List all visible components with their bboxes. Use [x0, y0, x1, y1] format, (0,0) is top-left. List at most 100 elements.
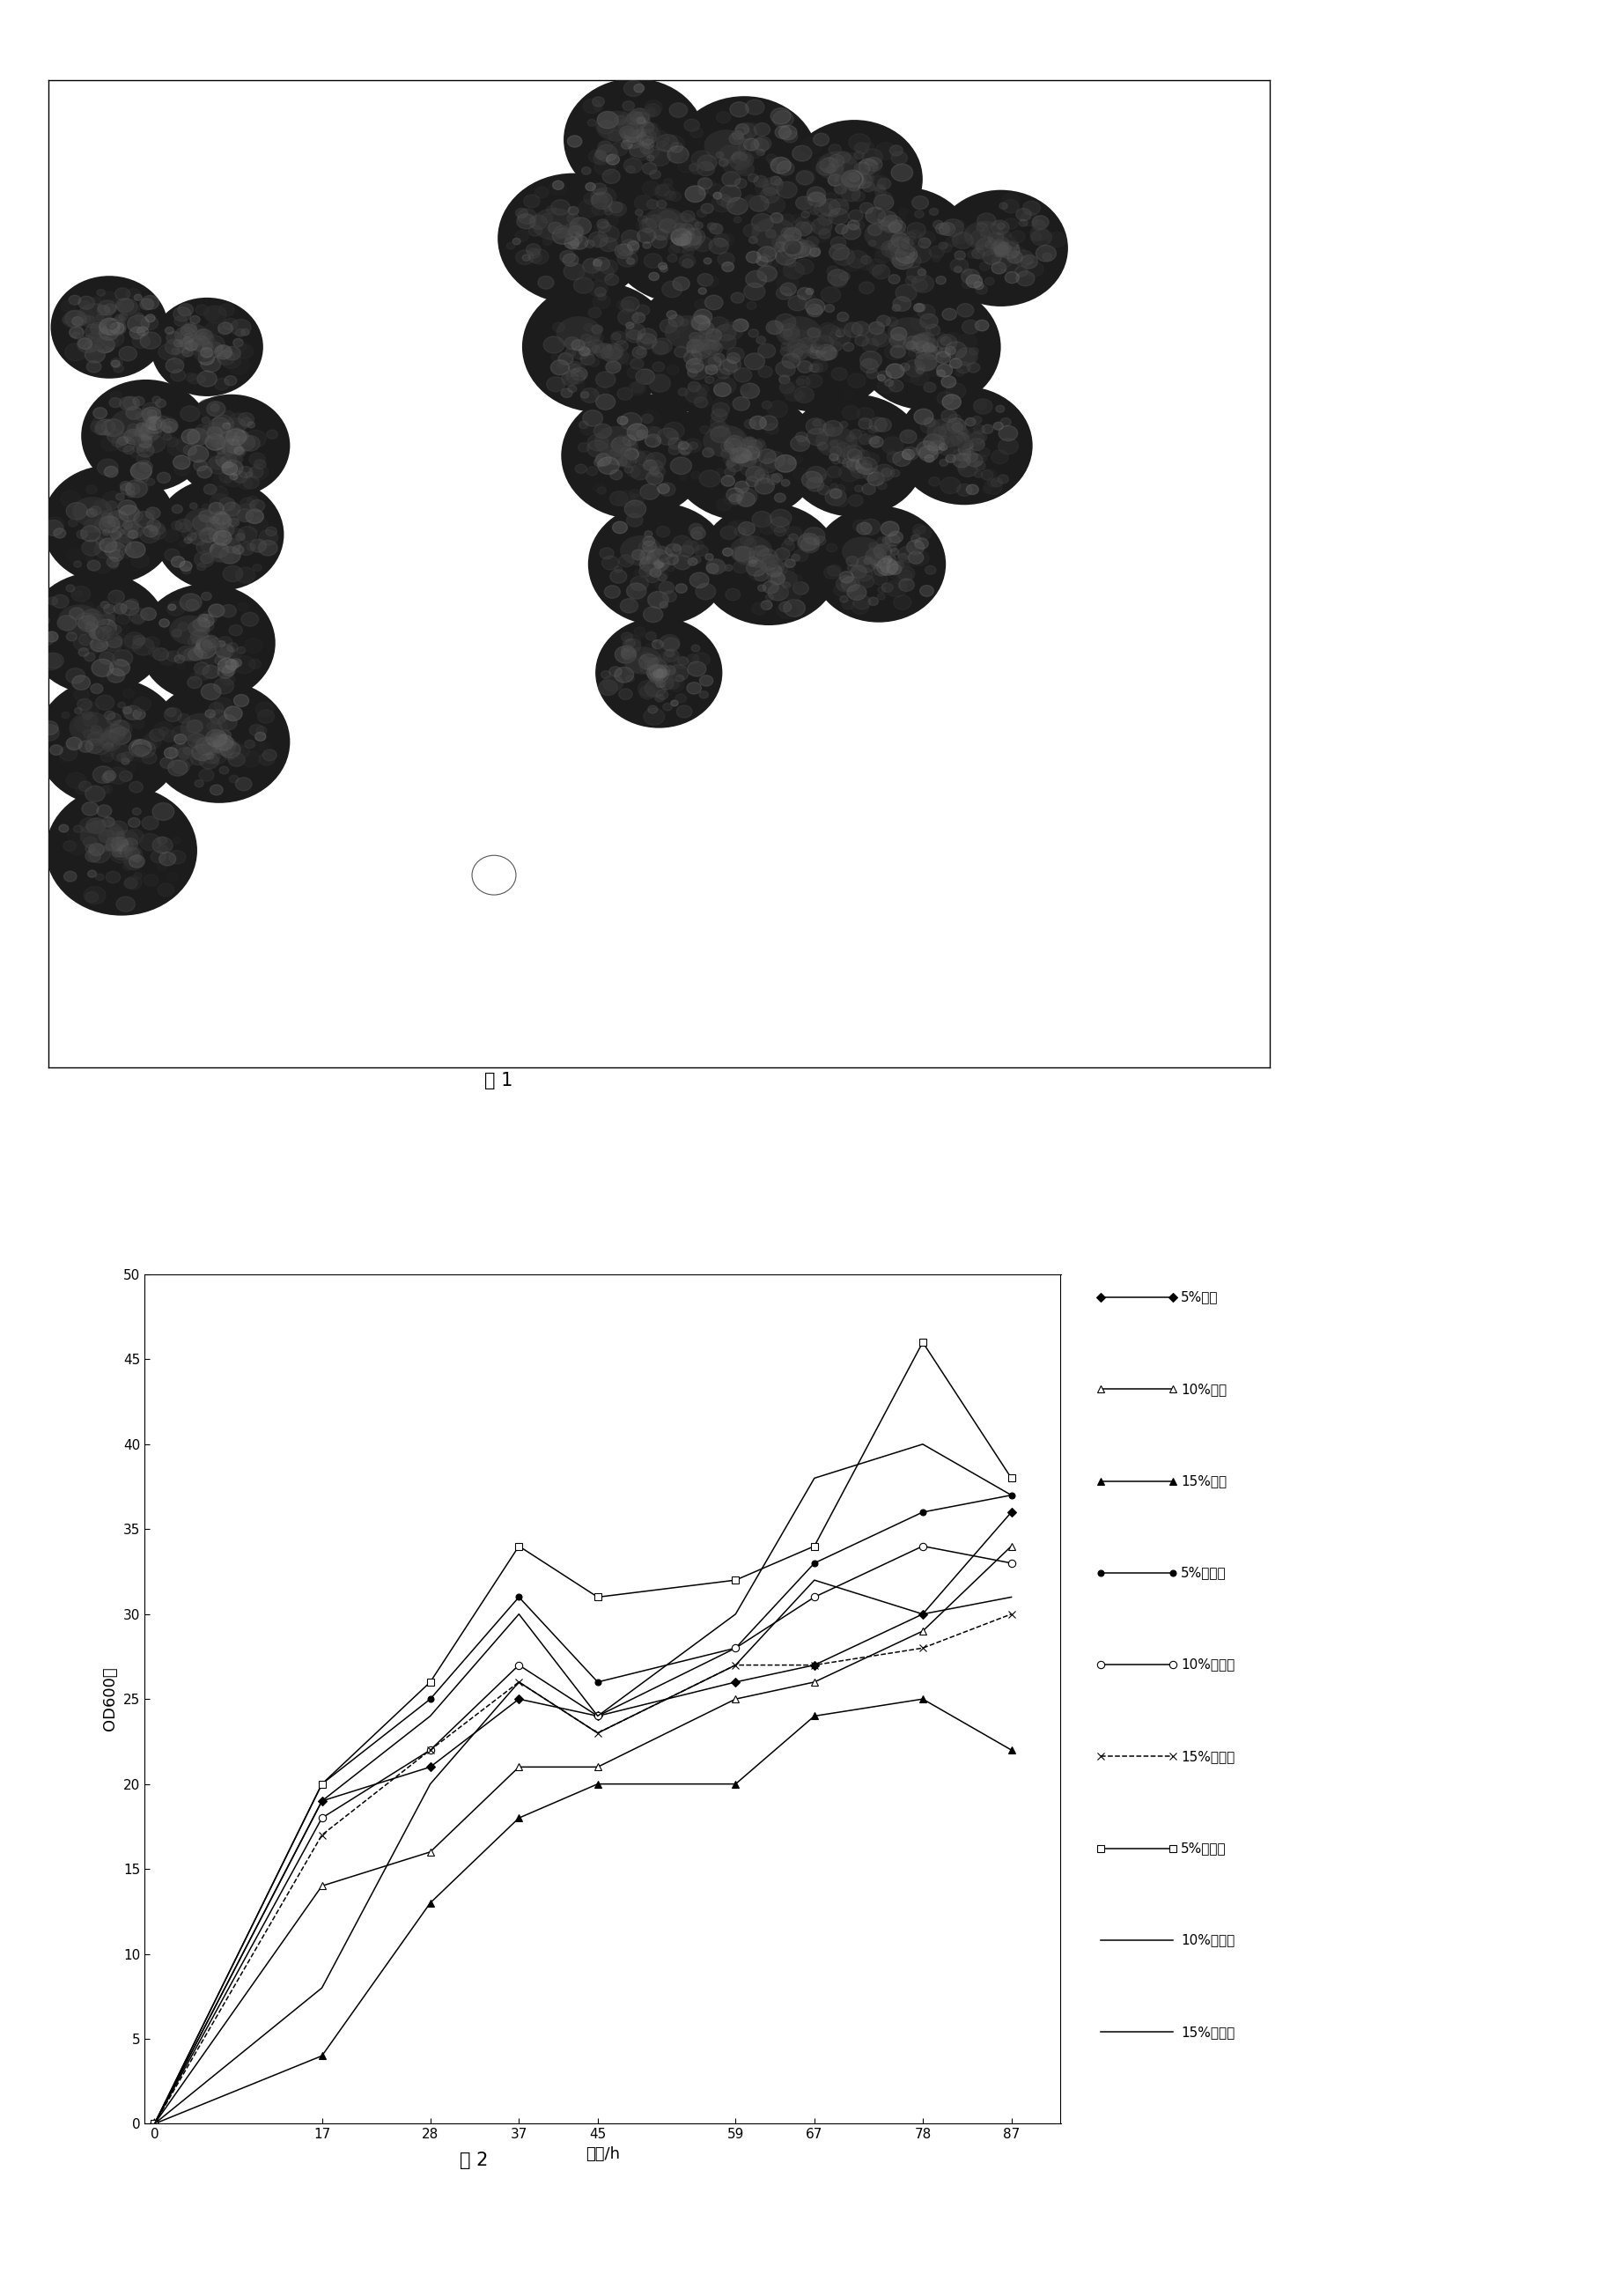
Circle shape — [919, 585, 934, 597]
Circle shape — [697, 177, 712, 188]
Circle shape — [641, 652, 652, 661]
Circle shape — [836, 225, 848, 234]
15%混合糖 — [588, 1720, 607, 1747]
Circle shape — [648, 666, 669, 684]
Circle shape — [644, 551, 665, 567]
Circle shape — [800, 344, 808, 351]
Circle shape — [951, 432, 969, 448]
Circle shape — [567, 207, 579, 216]
Circle shape — [603, 675, 624, 691]
Circle shape — [591, 188, 609, 204]
Circle shape — [889, 220, 906, 234]
Circle shape — [746, 439, 754, 443]
Circle shape — [58, 615, 77, 631]
Circle shape — [108, 620, 129, 636]
Circle shape — [654, 670, 664, 680]
Circle shape — [697, 340, 718, 358]
15%葡萄糖 — [726, 1651, 746, 1678]
Circle shape — [673, 556, 691, 569]
Circle shape — [705, 276, 718, 287]
Circle shape — [601, 670, 611, 680]
Circle shape — [924, 360, 942, 377]
Circle shape — [182, 567, 191, 574]
Circle shape — [893, 241, 911, 257]
Circle shape — [699, 340, 717, 354]
Circle shape — [656, 140, 669, 152]
Circle shape — [567, 234, 577, 241]
Circle shape — [776, 360, 795, 377]
Circle shape — [786, 250, 794, 255]
Circle shape — [731, 126, 752, 142]
Circle shape — [582, 349, 591, 356]
Circle shape — [646, 631, 656, 641]
Circle shape — [689, 443, 697, 450]
Circle shape — [792, 220, 804, 230]
Circle shape — [267, 429, 278, 439]
Circle shape — [648, 705, 657, 714]
Circle shape — [570, 367, 588, 381]
Circle shape — [129, 817, 140, 827]
Circle shape — [855, 567, 873, 581]
Circle shape — [717, 468, 723, 475]
Circle shape — [937, 393, 953, 404]
Circle shape — [132, 739, 151, 755]
Circle shape — [595, 287, 606, 296]
Y-axis label: OD600值: OD600值 — [103, 1667, 119, 1731]
Circle shape — [1004, 218, 1017, 230]
Circle shape — [627, 452, 635, 459]
Circle shape — [893, 253, 910, 266]
Circle shape — [51, 595, 69, 608]
Circle shape — [873, 558, 882, 567]
Circle shape — [697, 161, 715, 177]
Circle shape — [76, 308, 93, 324]
Circle shape — [840, 597, 848, 602]
Circle shape — [840, 480, 853, 491]
Circle shape — [611, 142, 628, 156]
Circle shape — [908, 349, 916, 356]
Circle shape — [916, 367, 924, 374]
Circle shape — [739, 459, 762, 478]
Circle shape — [90, 615, 98, 622]
Circle shape — [622, 101, 635, 110]
Circle shape — [646, 108, 656, 117]
Circle shape — [215, 732, 225, 742]
Circle shape — [596, 395, 615, 409]
Circle shape — [932, 255, 940, 262]
Circle shape — [914, 211, 924, 218]
Circle shape — [673, 657, 689, 668]
Circle shape — [678, 161, 694, 172]
Circle shape — [797, 338, 816, 354]
Circle shape — [995, 220, 1004, 230]
Circle shape — [975, 319, 988, 331]
Circle shape — [754, 177, 768, 186]
Ellipse shape — [784, 395, 926, 517]
Circle shape — [178, 622, 188, 631]
Circle shape — [627, 675, 635, 682]
Circle shape — [882, 436, 903, 455]
Circle shape — [133, 709, 145, 719]
Circle shape — [116, 526, 127, 535]
Circle shape — [738, 439, 755, 455]
Circle shape — [591, 326, 603, 333]
Circle shape — [738, 154, 747, 161]
Circle shape — [125, 599, 138, 608]
Circle shape — [791, 214, 802, 223]
Circle shape — [667, 135, 677, 142]
5%混合糖 — [588, 1584, 607, 1612]
Circle shape — [659, 634, 680, 650]
Circle shape — [950, 427, 971, 443]
Circle shape — [88, 344, 98, 351]
Circle shape — [1003, 232, 1011, 239]
Circle shape — [646, 200, 659, 209]
Circle shape — [111, 838, 129, 852]
Circle shape — [951, 425, 969, 439]
Circle shape — [223, 422, 230, 429]
Circle shape — [133, 698, 151, 712]
Circle shape — [718, 253, 734, 266]
Circle shape — [861, 338, 879, 351]
Circle shape — [683, 259, 693, 269]
Circle shape — [157, 884, 174, 895]
Circle shape — [636, 223, 646, 230]
Circle shape — [201, 592, 212, 599]
Circle shape — [238, 466, 252, 478]
